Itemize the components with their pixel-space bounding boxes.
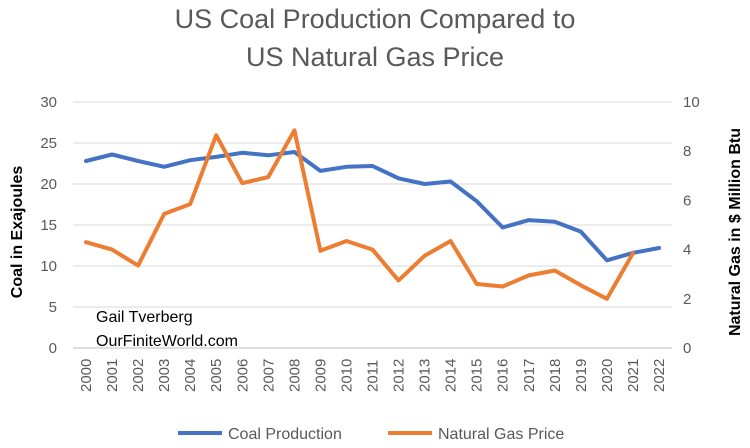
left-tick-label: 0 xyxy=(49,340,57,357)
right-tick-label: 10 xyxy=(683,94,700,111)
legend-label-gas: Natural Gas Price xyxy=(438,426,564,443)
left-tick-label: 30 xyxy=(40,94,57,111)
website-annotation: OurFiniteWorld.com xyxy=(96,333,238,350)
x-tick-label: 2006 xyxy=(234,359,251,392)
x-tick-label: 2018 xyxy=(547,359,564,392)
x-tick-label: 2011 xyxy=(365,360,382,392)
left-axis-title: Coal in Exajoules xyxy=(9,166,26,299)
chart-title-line-1: US Coal Production Compared to xyxy=(175,4,576,34)
right-tick-label: 2 xyxy=(683,291,691,308)
left-tick-label: 15 xyxy=(40,217,57,234)
x-tick-label: 2014 xyxy=(443,359,460,392)
right-tick-label: 8 xyxy=(683,143,691,160)
x-tick-label: 2002 xyxy=(130,359,147,392)
left-tick-label: 10 xyxy=(40,258,57,275)
gridlines xyxy=(73,101,672,349)
x-tick-label: 2000 xyxy=(78,359,95,392)
x-tick-label: 2004 xyxy=(182,359,199,392)
left-tick-label: 20 xyxy=(40,176,57,193)
legend: Coal Production Natural Gas Price xyxy=(178,426,564,443)
left-tick-label: 25 xyxy=(40,135,57,152)
author-annotation: Gail Tverberg xyxy=(96,309,193,326)
x-tick-label: 2017 xyxy=(521,359,538,392)
x-tick-label: 2001 xyxy=(104,359,121,392)
x-axis-ticks: 2000 2001 2002 2003 2004 2005 2006 2007 2008 2009… xyxy=(78,359,668,392)
right-tick-label: 6 xyxy=(683,192,691,209)
x-tick-label: 2015 xyxy=(469,359,486,392)
x-tick-label: 2007 xyxy=(260,359,277,392)
right-tick-label: 4 xyxy=(683,242,691,259)
right-axis-title: Natural Gas in $ Million Btu xyxy=(727,128,744,336)
series-line-coal-production xyxy=(84,150,661,263)
x-tick-label: 2016 xyxy=(495,359,512,392)
x-tick-label: 2008 xyxy=(286,359,303,392)
chart-title-line-2: US Natural Gas Price xyxy=(246,42,504,72)
left-tick-label: 5 xyxy=(49,299,57,316)
x-tick-label: 2020 xyxy=(599,359,616,392)
x-tick-label: 2012 xyxy=(391,359,408,392)
x-tick-label: 2010 xyxy=(338,359,355,392)
x-tick-label: 2022 xyxy=(651,359,668,392)
x-tick-label: 2019 xyxy=(573,359,590,392)
x-tick-label: 2003 xyxy=(156,359,173,392)
series-lines xyxy=(84,128,661,301)
series-line-natural-gas-price xyxy=(84,128,635,301)
right-tick-label: 0 xyxy=(683,340,691,357)
right-axis-ticks: 0 2 4 6 8 10 xyxy=(683,94,700,357)
x-tick-label: 2021 xyxy=(625,359,642,392)
x-tick-label: 2009 xyxy=(312,359,329,392)
x-tick-label: 2013 xyxy=(417,359,434,392)
legend-label-coal: Coal Production xyxy=(228,426,342,443)
x-tick-label: 2005 xyxy=(208,359,225,392)
left-axis-ticks: 0 5 10 15 20 25 30 xyxy=(40,94,57,357)
